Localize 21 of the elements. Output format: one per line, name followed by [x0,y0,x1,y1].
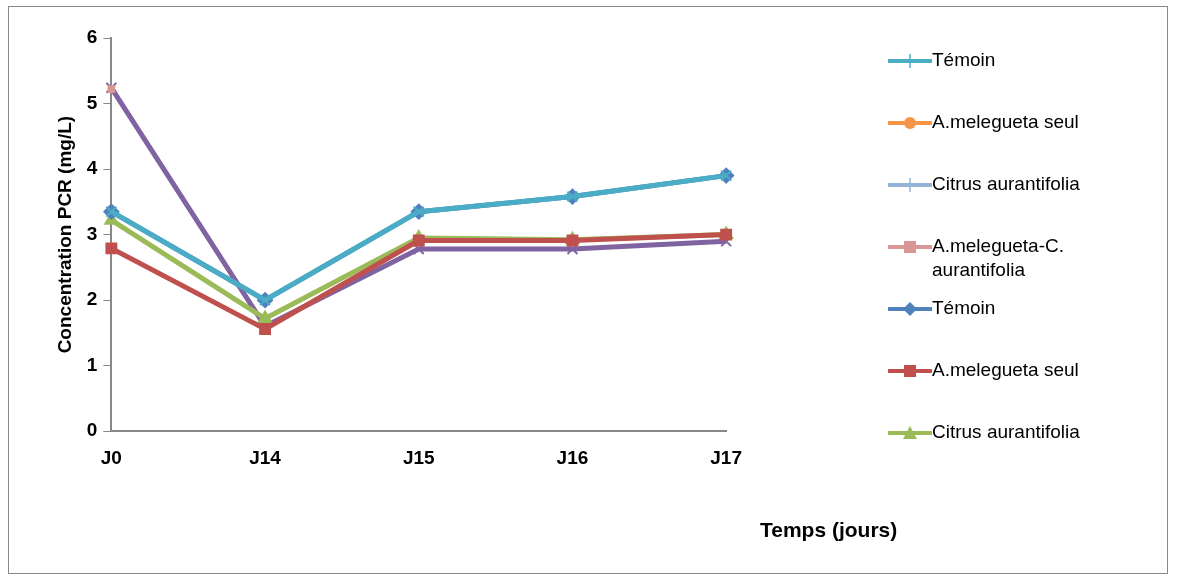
legend-label: Témoin [932,296,996,320]
y-tick-label: 1 [86,353,98,375]
y-tick-label: 4 [86,157,98,179]
legend-label: Citrus aurantifolia [932,172,1080,196]
x-tick-label: J16 [556,446,589,468]
legend-label: A.melegueta-C. aurantifolia [932,234,1065,282]
x-axis-title: Temps (jours) [760,518,898,542]
y-tick-label: 6 [86,26,98,48]
y-tick-label: 5 [86,91,98,113]
y-tick-label: 0 [86,419,98,441]
x-tick-label: J15 [402,446,436,468]
legend-label: Témoin [932,48,996,72]
x-tick-label: J14 [249,446,282,468]
x-tick-label: J17 [710,446,742,468]
legend-label: A.melegueta seul [932,110,1079,134]
legend-label: A.melegueta seul [932,358,1079,382]
y-tick-label: 3 [86,222,98,244]
legend-label: Citrus aurantifolia [932,420,1080,444]
y-tick-label: 2 [86,288,98,310]
y-axis-title: Concentration PCR (mg/L) [53,115,75,354]
x-tick-label: J0 [100,446,122,468]
